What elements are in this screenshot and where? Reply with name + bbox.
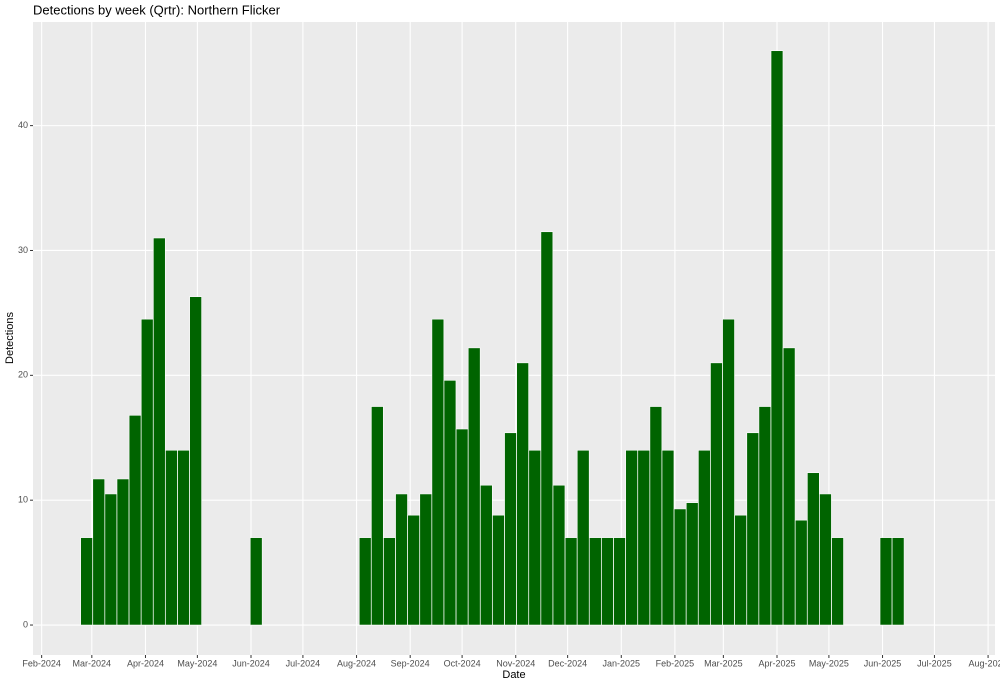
bar	[104, 493, 118, 626]
bar	[92, 478, 106, 626]
bar	[407, 514, 420, 626]
bar	[685, 502, 699, 626]
y-tick-label: 30	[18, 245, 28, 255]
bar	[637, 449, 651, 626]
bar	[443, 380, 457, 626]
bar	[480, 484, 493, 626]
bar	[807, 472, 820, 626]
bar	[794, 519, 808, 626]
bar	[528, 449, 542, 626]
bar	[710, 362, 723, 626]
bar	[431, 318, 445, 626]
bar	[358, 537, 372, 626]
bar	[649, 406, 663, 626]
y-tick-label: 0	[23, 619, 28, 629]
bar	[552, 484, 566, 626]
bar	[589, 537, 602, 626]
bar	[722, 318, 735, 626]
bar	[746, 432, 760, 626]
x-tick-label: Mar-2025	[704, 658, 743, 668]
x-axis-title: Date	[502, 669, 525, 681]
y-axis-title: Detections	[4, 312, 16, 364]
bar	[601, 537, 614, 626]
x-tick-label: Mar-2024	[73, 658, 112, 668]
x-tick-label: Jul-2025	[917, 658, 952, 668]
bar	[455, 428, 469, 626]
chart-title: Detections by week (Qrtr): Northern Flic…	[33, 2, 281, 17]
bar	[516, 362, 529, 626]
bar	[673, 508, 687, 626]
x-tick-label: Aug-2025	[969, 658, 1000, 668]
bar	[879, 537, 893, 626]
bar	[80, 537, 93, 626]
bar	[698, 449, 711, 626]
bar	[504, 432, 517, 626]
bar	[383, 537, 396, 626]
bar	[661, 449, 675, 626]
x-tick-label: Jan-2025	[603, 658, 641, 668]
bar	[165, 449, 178, 626]
x-tick-label: Aug-2024	[337, 658, 376, 668]
x-tick-label: Apr-2025	[758, 658, 795, 668]
x-tick-label: Oct-2024	[444, 658, 481, 668]
bar	[140, 318, 154, 626]
bar	[758, 406, 772, 626]
bar	[371, 406, 384, 626]
x-tick-label: May-2025	[809, 658, 849, 668]
x-tick-label: Jun-2024	[232, 658, 270, 668]
bar	[564, 537, 578, 626]
bar	[782, 347, 796, 626]
x-tick-label: Nov-2024	[496, 658, 535, 668]
x-tick-label: Feb-2024	[22, 658, 61, 668]
x-tick-label: Dec-2024	[548, 658, 587, 668]
x-tick-label: Apr-2024	[127, 658, 164, 668]
bar	[891, 537, 905, 626]
x-tick-label: May-2024	[177, 658, 217, 668]
y-tick-label: 40	[18, 120, 28, 130]
bar	[770, 50, 784, 626]
bar	[153, 237, 166, 626]
bar	[492, 514, 505, 626]
bar	[189, 296, 202, 626]
y-tick-label: 20	[18, 370, 28, 380]
bar	[831, 537, 844, 626]
bar	[734, 514, 747, 626]
bar	[128, 414, 142, 626]
x-tick-label: Sep-2024	[391, 658, 430, 668]
y-tick-label: 10	[18, 495, 28, 505]
bar	[249, 537, 263, 626]
bar	[395, 493, 408, 626]
bar	[467, 347, 481, 626]
bar	[540, 231, 554, 626]
bar	[625, 449, 638, 626]
bar	[177, 449, 190, 626]
x-tick-label: Jul-2024	[286, 658, 321, 668]
x-tick-label: Feb-2025	[656, 658, 695, 668]
bar	[819, 493, 832, 626]
x-tick-label: Jun-2025	[864, 658, 902, 668]
bar	[116, 478, 130, 626]
bar	[613, 537, 626, 626]
bar	[419, 493, 433, 626]
bar	[576, 449, 590, 626]
